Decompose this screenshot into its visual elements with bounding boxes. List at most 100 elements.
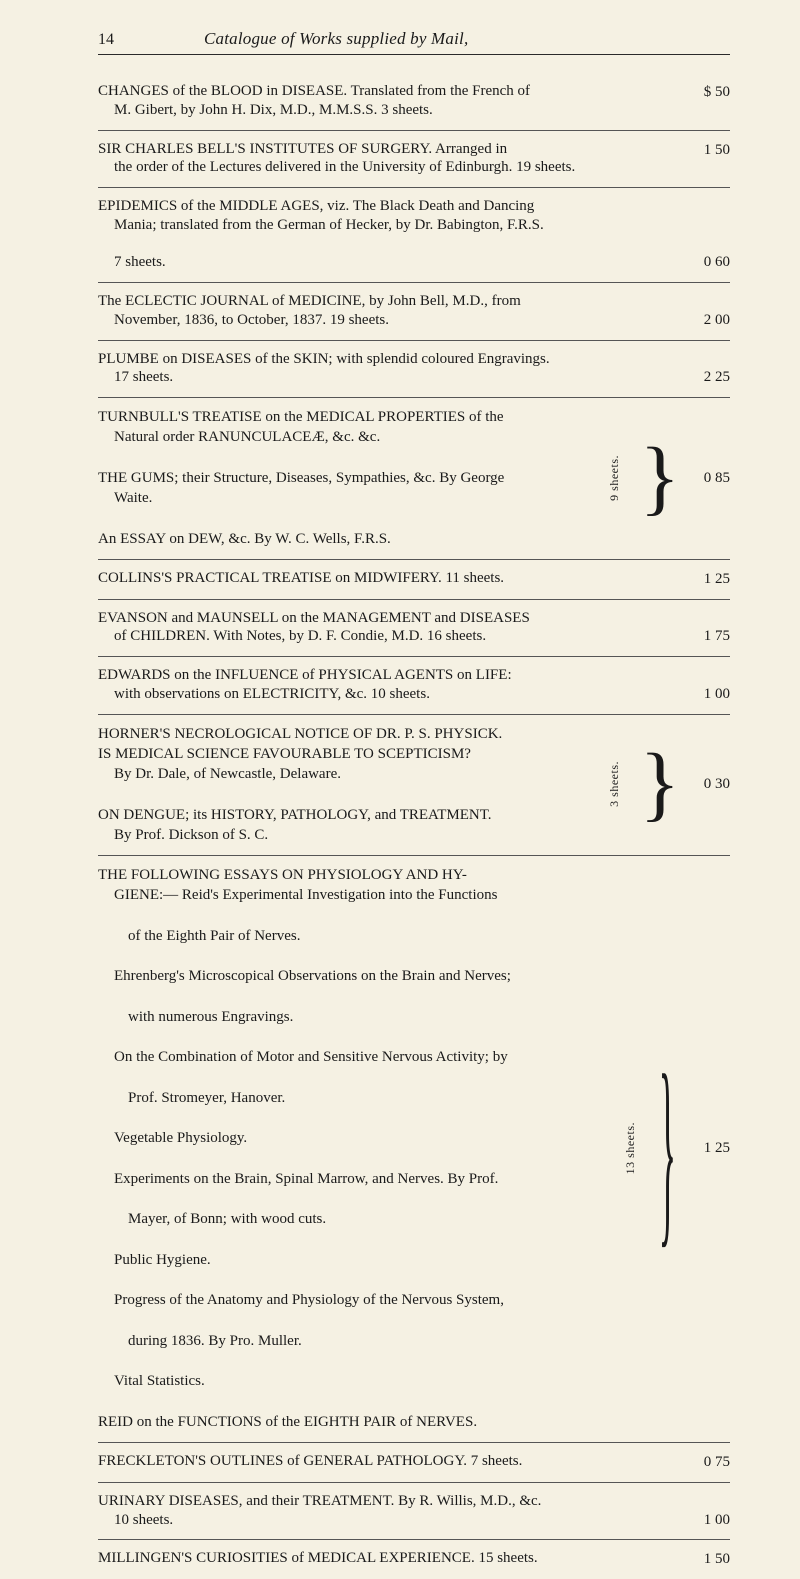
entry-price: $ 50 xyxy=(684,82,730,102)
catalogue-entry: EVANSON and MAUNSELL on the MANAGEMENT a… xyxy=(98,600,730,658)
entry-line: Vital Statistics. xyxy=(98,1371,609,1391)
entry-line: THE FOLLOWING ESSAYS ON PHYSIOLOGY AND H… xyxy=(98,867,467,883)
curly-brace-icon: } xyxy=(640,440,680,516)
catalogue-entry: SIR CHARLES BELL'S INSTITUTES OF SURGERY… xyxy=(98,131,730,189)
entry-line: By Prof. Dickson of S. C. xyxy=(98,825,594,845)
entry-line: Mania; translated from the German of Hec… xyxy=(98,216,670,235)
catalogue-entry: EDWARDS on the INFLUENCE of PHYSICAL AGE… xyxy=(98,657,730,715)
entry-line: THE GUMS; their Structure, Diseases, Sym… xyxy=(98,470,504,486)
entry-line: Vegetable Physiology. xyxy=(98,1128,609,1148)
entry-text: SIR CHARLES BELL'S INSTITUTES OF SURGERY… xyxy=(98,140,684,178)
entry-price: 1 25 xyxy=(684,865,730,1432)
sheets-label: 9 sheets. xyxy=(607,455,622,501)
entry-line: TURNBULL'S TREATISE on the MEDICAL PROPE… xyxy=(98,409,504,425)
entry-line: PLUMBE on DISEASES of the SKIN; with spl… xyxy=(98,351,550,367)
catalogue-entry: The ECLECTIC JOURNAL of MEDICINE, by Joh… xyxy=(98,283,730,341)
entry-price: 1 75 xyxy=(684,626,730,646)
entry-text: URINARY DISEASES, and their TREATMENT. B… xyxy=(98,1492,684,1530)
entry-line: 7 sheets. xyxy=(98,253,670,272)
entry-price: 0 60 xyxy=(684,252,730,272)
brace-col: } xyxy=(640,724,680,846)
bracket-text: THE FOLLOWING ESSAYS ON PHYSIOLOGY AND H… xyxy=(98,865,609,1432)
entry-line: SIR CHARLES BELL'S INSTITUTES OF SURGERY… xyxy=(98,141,507,157)
sheets-label: 3 sheets. xyxy=(607,761,622,807)
header-title: Catalogue of Works supplied by Mail, xyxy=(204,28,468,49)
sheets-label-col: 13 sheets. xyxy=(615,865,645,1432)
entry-text: MILLINGEN'S CURIOSITIES of MEDICAL EXPER… xyxy=(98,1549,684,1568)
entry-line: Progress of the Anatomy and Physiology o… xyxy=(98,1290,609,1310)
entry-line: 17 sheets. xyxy=(98,368,670,387)
entry-line: with observations on ELECTRICITY, &c. 10… xyxy=(98,685,670,704)
entry-line: The ECLECTIC JOURNAL of MEDICINE, by Joh… xyxy=(98,293,521,309)
entry-line: M. Gibert, by John H. Dix, M.D., M.M.S.S… xyxy=(98,101,670,120)
entry-line: EDWARDS on the INFLUENCE of PHYSICAL AGE… xyxy=(98,667,512,683)
entry-line: Prof. Stromeyer, Hanover. xyxy=(98,1088,609,1108)
page-header: 14 Catalogue of Works supplied by Mail, xyxy=(98,28,730,55)
entry-price: 2 25 xyxy=(684,367,730,387)
page-number: 14 xyxy=(98,30,114,50)
entry-line: ON DENGUE; its HISTORY, PATHOLOGY, and T… xyxy=(98,807,492,823)
catalogue-entry-bracket: HORNER'S NECROLOGICAL NOTICE OF DR. P. S… xyxy=(98,715,730,857)
brace-col: } xyxy=(640,407,680,549)
curly-brace-icon: } xyxy=(640,746,680,822)
entry-line: EVANSON and MAUNSELL on the MANAGEMENT a… xyxy=(98,610,530,626)
entry-price: 1 00 xyxy=(684,1510,730,1530)
entry-line: COLLINS'S PRACTICAL TREATISE on MIDWIFER… xyxy=(98,570,504,586)
brace-col: } xyxy=(655,865,680,1432)
catalogue-entry-bracket: THE FOLLOWING ESSAYS ON PHYSIOLOGY AND H… xyxy=(98,856,730,1443)
entry-price: 1 50 xyxy=(684,1549,730,1569)
catalogue-entry: CHANGES of the BLOOD in DISEASE. Transla… xyxy=(98,73,730,131)
entry-line: Mayer, of Bonn; with wood cuts. xyxy=(98,1209,609,1229)
entry-price: 2 00 xyxy=(684,310,730,330)
entry-text: FRECKLETON'S OUTLINES of GENERAL PATHOLO… xyxy=(98,1452,684,1471)
entry-line: Public Hygiene. xyxy=(98,1250,609,1270)
catalogue-entry: COLLINS'S PRACTICAL TREATISE on MIDWIFER… xyxy=(98,560,730,600)
sheets-label: 13 sheets. xyxy=(623,1122,638,1174)
entry-text: CHANGES of the BLOOD in DISEASE. Transla… xyxy=(98,82,684,120)
catalogue-entry: URINARY DISEASES, and their TREATMENT. B… xyxy=(98,1483,730,1541)
entry-line: Natural order RANUNCULACEÆ, &c. &c. xyxy=(98,427,594,447)
entry-line: An ESSAY on DEW, &c. By W. C. Wells, F.R… xyxy=(98,531,391,547)
bracket-text: TURNBULL'S TREATISE on the MEDICAL PROPE… xyxy=(98,407,594,549)
entry-line: during 1836. By Pro. Muller. xyxy=(98,1331,609,1351)
sheets-label-col: 3 sheets. xyxy=(600,724,630,846)
entry-price: 0 75 xyxy=(684,1452,730,1472)
curly-brace-icon: } xyxy=(659,1054,676,1243)
entry-line: November, 1836, to October, 1837. 19 she… xyxy=(98,311,670,330)
entry-line: the order of the Lectures delivered in t… xyxy=(98,158,670,177)
catalogue-entry: MILLINGEN'S CURIOSITIES of MEDICAL EXPER… xyxy=(98,1540,730,1579)
entry-price: 1 00 xyxy=(684,684,730,704)
catalogue-entry: PLUMBE on DISEASES of the SKIN; with spl… xyxy=(98,341,730,399)
entry-line: Waite. xyxy=(98,488,594,508)
entry-line: Ehrenberg's Microscopical Observations o… xyxy=(98,966,609,986)
entry-line: On the Combination of Motor and Sensitiv… xyxy=(98,1047,609,1067)
entry-line: Experiments on the Brain, Spinal Marrow,… xyxy=(98,1169,609,1189)
entry-line: with numerous Engravings. xyxy=(98,1007,609,1027)
entry-line: FRECKLETON'S OUTLINES of GENERAL PATHOLO… xyxy=(98,1453,522,1469)
entry-text: COLLINS'S PRACTICAL TREATISE on MIDWIFER… xyxy=(98,569,684,588)
entry-line: of the Eighth Pair of Nerves. xyxy=(98,926,609,946)
entry-text: EDWARDS on the INFLUENCE of PHYSICAL AGE… xyxy=(98,666,684,704)
entry-text: EVANSON and MAUNSELL on the MANAGEMENT a… xyxy=(98,609,684,647)
entry-text: PLUMBE on DISEASES of the SKIN; with spl… xyxy=(98,350,684,388)
entry-text: EPIDEMICS of the MIDDLE AGES, viz. The B… xyxy=(98,197,684,272)
entry-line: URINARY DISEASES, and their TREATMENT. B… xyxy=(98,1493,541,1509)
catalogue-entry: FRECKLETON'S OUTLINES of GENERAL PATHOLO… xyxy=(98,1443,730,1483)
entry-text: The ECLECTIC JOURNAL of MEDICINE, by Joh… xyxy=(98,292,684,330)
entry-price: 1 25 xyxy=(684,569,730,589)
entry-price: 1 50 xyxy=(684,140,730,160)
entry-line: HORNER'S NECROLOGICAL NOTICE OF DR. P. S… xyxy=(98,726,502,742)
entry-line: REID on the FUNCTIONS of the EIGHTH PAIR… xyxy=(98,1414,477,1430)
entry-price: 0 30 xyxy=(684,724,730,846)
catalogue-entry-bracket: TURNBULL'S TREATISE on the MEDICAL PROPE… xyxy=(98,398,730,560)
catalogue-entry: EPIDEMICS of the MIDDLE AGES, viz. The B… xyxy=(98,188,730,283)
bracket-text: HORNER'S NECROLOGICAL NOTICE OF DR. P. S… xyxy=(98,724,594,846)
entry-line: 10 sheets. xyxy=(98,1511,670,1530)
entry-line: IS MEDICAL SCIENCE FAVOURABLE TO SCEPTIC… xyxy=(98,746,471,762)
entry-line: CHANGES of the BLOOD in DISEASE. Transla… xyxy=(98,83,530,99)
sheets-label-col: 9 sheets. xyxy=(600,407,630,549)
entry-line: EPIDEMICS of the MIDDLE AGES, viz. The B… xyxy=(98,198,534,214)
entry-line: of CHILDREN. With Notes, by D. F. Condie… xyxy=(98,627,670,646)
entry-line: GIENE:— Reid's Experimental Investigatio… xyxy=(98,885,609,905)
entry-line: MILLINGEN'S CURIOSITIES of MEDICAL EXPER… xyxy=(98,1550,538,1566)
